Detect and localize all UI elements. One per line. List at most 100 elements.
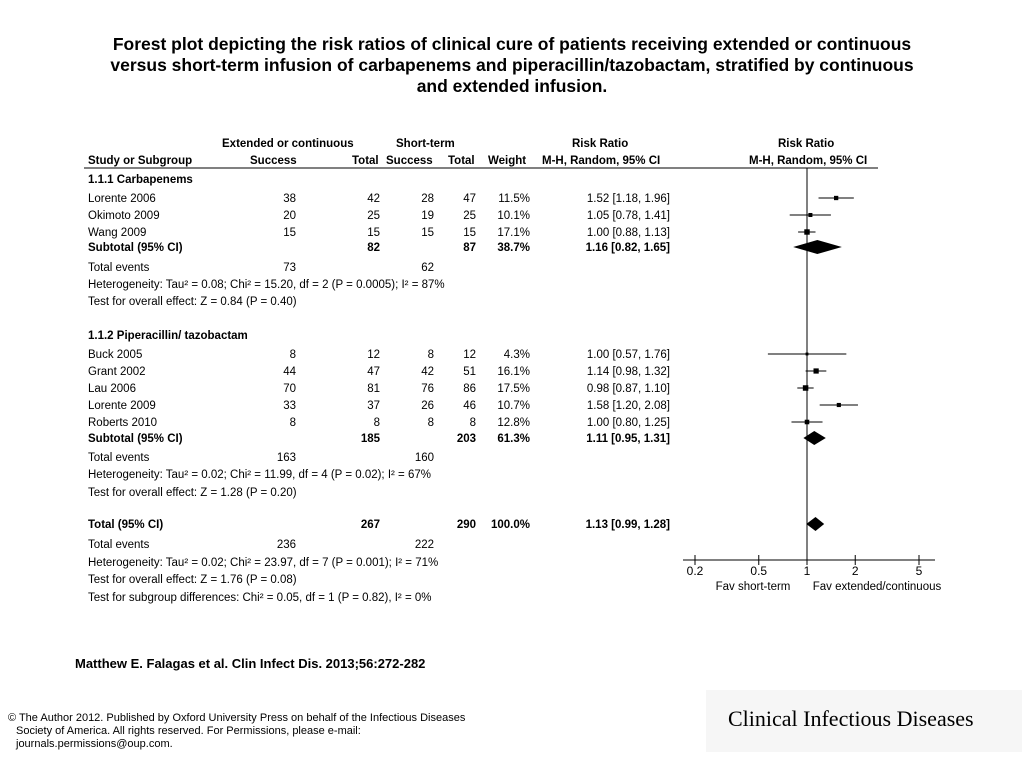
total-e-total: 267: [360, 519, 380, 531]
header-total-2: Total: [448, 155, 475, 167]
subgroup-1-name: 1.1.1 Carbapenems: [88, 174, 193, 186]
figure-title: Forest plot depicting the risk ratios of…: [20, 34, 1004, 97]
study-name: Buck 2005: [88, 349, 143, 361]
events-label: Total events: [88, 262, 150, 274]
total-events-label: Total events: [88, 539, 150, 551]
total-rr-text: 1.13 [0.99, 1.28]: [585, 519, 670, 531]
header-total-1: Total: [352, 155, 379, 167]
overall-effect-text: Test for overall effect: Z = 0.84 (P = 0…: [88, 296, 297, 308]
subtotal-c-total: 203: [456, 433, 476, 445]
study-c-total: 15: [463, 227, 476, 239]
study-c-success: 76: [421, 383, 434, 395]
subtotal-weight: 38.7%: [497, 242, 530, 254]
study-rr-text: 1.52 [1.18, 1.96]: [586, 193, 670, 205]
study-c-success: 28: [421, 193, 434, 205]
study-e-total: 25: [367, 210, 380, 222]
subgroup-differences-text: Test for subgroup differences: Chi² = 0.…: [88, 592, 432, 604]
header-success-1: Success: [250, 155, 297, 167]
study-rr-text: 1.00 [0.80, 1.25]: [586, 417, 670, 429]
study-e-success: 70: [283, 383, 296, 395]
study-weight: 4.3%: [503, 349, 530, 361]
title-line-2: versus short-term infusion of carbapenem…: [110, 55, 914, 75]
total-events-c: 222: [414, 539, 434, 551]
study-rr-text: 1.05 [0.78, 1.41]: [586, 210, 670, 222]
study-e-success: 38: [283, 193, 296, 205]
study-weight: 12.8%: [497, 417, 530, 429]
study-e-success: 33: [283, 400, 296, 412]
study-c-total: 46: [463, 400, 476, 412]
study-c-total: 47: [463, 193, 476, 205]
subtotal-c-total: 87: [463, 242, 476, 254]
copyright-line-2: Society of America. All rights reserved.…: [16, 725, 361, 737]
study-name: Lorente 2009: [88, 400, 156, 412]
study-e-total: 47: [367, 366, 380, 378]
study-c-total: 51: [463, 366, 476, 378]
subtotal-weight: 61.3%: [497, 433, 530, 445]
total-label: Total (95% CI): [88, 519, 164, 531]
study-e-success: 44: [283, 366, 296, 378]
study-c-success: 26: [421, 400, 434, 412]
events-c: 160: [414, 452, 434, 464]
study-c-total: 25: [463, 210, 476, 222]
subtotal-rr-text: 1.11 [0.95, 1.31]: [586, 433, 670, 445]
study-name: Roberts 2010: [88, 417, 158, 429]
header-method-plot: M-H, Random, 95% CI: [749, 155, 868, 167]
study-name: Grant 2002: [88, 366, 146, 378]
copyright-line-3: journals.permissions@oup.com.: [16, 738, 173, 750]
header-success-2: Success: [386, 155, 433, 167]
study-rr-text: 1.00 [0.88, 1.13]: [586, 227, 670, 239]
study-e-total: 12: [367, 349, 380, 361]
events-c: 62: [421, 262, 434, 274]
header-weight: Weight: [488, 155, 527, 167]
subtotal-e-total: 82: [367, 242, 380, 254]
study-rr-text: 0.98 [0.87, 1.10]: [586, 383, 670, 395]
study-weight: 16.1%: [497, 366, 530, 378]
study-e-total: 81: [367, 383, 380, 395]
subtotal-label: Subtotal (95% CI): [88, 433, 183, 445]
heterogeneity-text: Heterogeneity: Tau² = 0.02; Chi² = 11.99…: [88, 469, 431, 481]
total-c-total: 290: [456, 519, 476, 531]
study-c-total: 8: [469, 417, 476, 429]
header-study: Study or Subgroup: [88, 155, 193, 167]
total-weight: 100.0%: [490, 519, 530, 531]
heterogeneity-text: Heterogeneity: Tau² = 0.08; Chi² = 15.20…: [88, 279, 445, 291]
study-e-total: 42: [367, 193, 380, 205]
subtotal-label: Subtotal (95% CI): [88, 242, 183, 254]
overall-effect-text: Test for overall effect: Z = 1.28 (P = 0…: [88, 487, 297, 499]
header-group-short: Short-term: [396, 138, 455, 150]
study-name: Lorente 2006: [88, 193, 156, 205]
study-rr-text: 1.14 [0.98, 1.32]: [586, 366, 670, 378]
header-rr-text: Risk Ratio: [572, 138, 629, 150]
copyright-line-1: © The Author 2012. Published by Oxford U…: [8, 712, 466, 724]
citation: Matthew E. Falagas et al. Clin Infect Di…: [75, 656, 426, 671]
study-e-success: 15: [283, 227, 296, 239]
copyright-notice: © The Author 2012. Published by Oxford U…: [8, 712, 465, 751]
subtotal-rr-text: 1.16 [0.82, 1.65]: [585, 242, 670, 254]
study-weight: 11.5%: [498, 193, 530, 205]
total-heterogeneity-text: Heterogeneity: Tau² = 0.02; Chi² = 23.97…: [88, 557, 439, 569]
header-method-text: M-H, Random, 95% CI: [542, 155, 661, 167]
journal-name: Clinical Infectious Diseases: [728, 706, 974, 731]
study-c-total: 86: [463, 383, 476, 395]
study-name: Okimoto 2009: [88, 210, 160, 222]
events-e: 73: [283, 262, 296, 274]
study-weight: 17.5%: [497, 383, 530, 395]
study-c-success: 8: [427, 417, 434, 429]
study-name: Wang 2009: [88, 227, 147, 239]
study-rr-text: 1.58 [1.20, 2.08]: [586, 400, 670, 412]
events-label: Total events: [88, 452, 150, 464]
title-line-3: and extended infusion.: [416, 76, 608, 96]
subtotal-e-total: 185: [360, 433, 380, 445]
study-c-success: 8: [427, 349, 434, 361]
total-overall-effect-text: Test for overall effect: Z = 1.76 (P = 0…: [88, 574, 297, 586]
study-e-total: 8: [373, 417, 380, 429]
study-name: Lau 2006: [88, 383, 136, 395]
journal-logo: Clinical Infectious Diseases: [706, 690, 1022, 752]
total-events-e: 236: [276, 539, 296, 551]
study-c-success: 19: [421, 210, 434, 222]
study-rr-text: 1.00 [0.57, 1.76]: [586, 349, 670, 361]
subgroup-2-name: 1.1.2 Piperacillin/ tazobactam: [88, 330, 248, 342]
title-line-1: Forest plot depicting the risk ratios of…: [112, 34, 912, 54]
study-e-total: 37: [367, 400, 380, 412]
